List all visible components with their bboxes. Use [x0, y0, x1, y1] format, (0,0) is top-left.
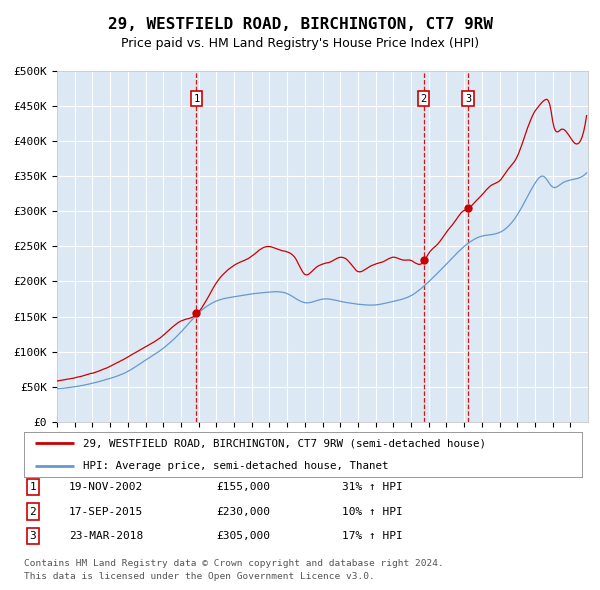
Text: 29, WESTFIELD ROAD, BIRCHINGTON, CT7 9RW (semi-detached house): 29, WESTFIELD ROAD, BIRCHINGTON, CT7 9RW… — [83, 438, 485, 448]
Text: 29, WESTFIELD ROAD, BIRCHINGTON, CT7 9RW: 29, WESTFIELD ROAD, BIRCHINGTON, CT7 9RW — [107, 17, 493, 31]
Text: 2: 2 — [29, 507, 37, 516]
Text: 17-SEP-2015: 17-SEP-2015 — [69, 507, 143, 516]
Text: 17% ↑ HPI: 17% ↑ HPI — [342, 532, 403, 541]
Text: £155,000: £155,000 — [216, 482, 270, 491]
Text: £305,000: £305,000 — [216, 532, 270, 541]
Text: 10% ↑ HPI: 10% ↑ HPI — [342, 507, 403, 516]
Text: 23-MAR-2018: 23-MAR-2018 — [69, 532, 143, 541]
Text: Price paid vs. HM Land Registry's House Price Index (HPI): Price paid vs. HM Land Registry's House … — [121, 37, 479, 50]
Text: 31% ↑ HPI: 31% ↑ HPI — [342, 482, 403, 491]
Text: 2: 2 — [421, 94, 427, 104]
Text: Contains HM Land Registry data © Crown copyright and database right 2024.: Contains HM Land Registry data © Crown c… — [24, 559, 444, 568]
Text: 3: 3 — [29, 532, 37, 541]
Text: 1: 1 — [193, 94, 200, 104]
Text: 19-NOV-2002: 19-NOV-2002 — [69, 482, 143, 491]
Text: 1: 1 — [29, 482, 37, 491]
Text: £230,000: £230,000 — [216, 507, 270, 516]
Text: HPI: Average price, semi-detached house, Thanet: HPI: Average price, semi-detached house,… — [83, 461, 388, 471]
Text: 3: 3 — [465, 94, 471, 104]
Text: This data is licensed under the Open Government Licence v3.0.: This data is licensed under the Open Gov… — [24, 572, 375, 581]
